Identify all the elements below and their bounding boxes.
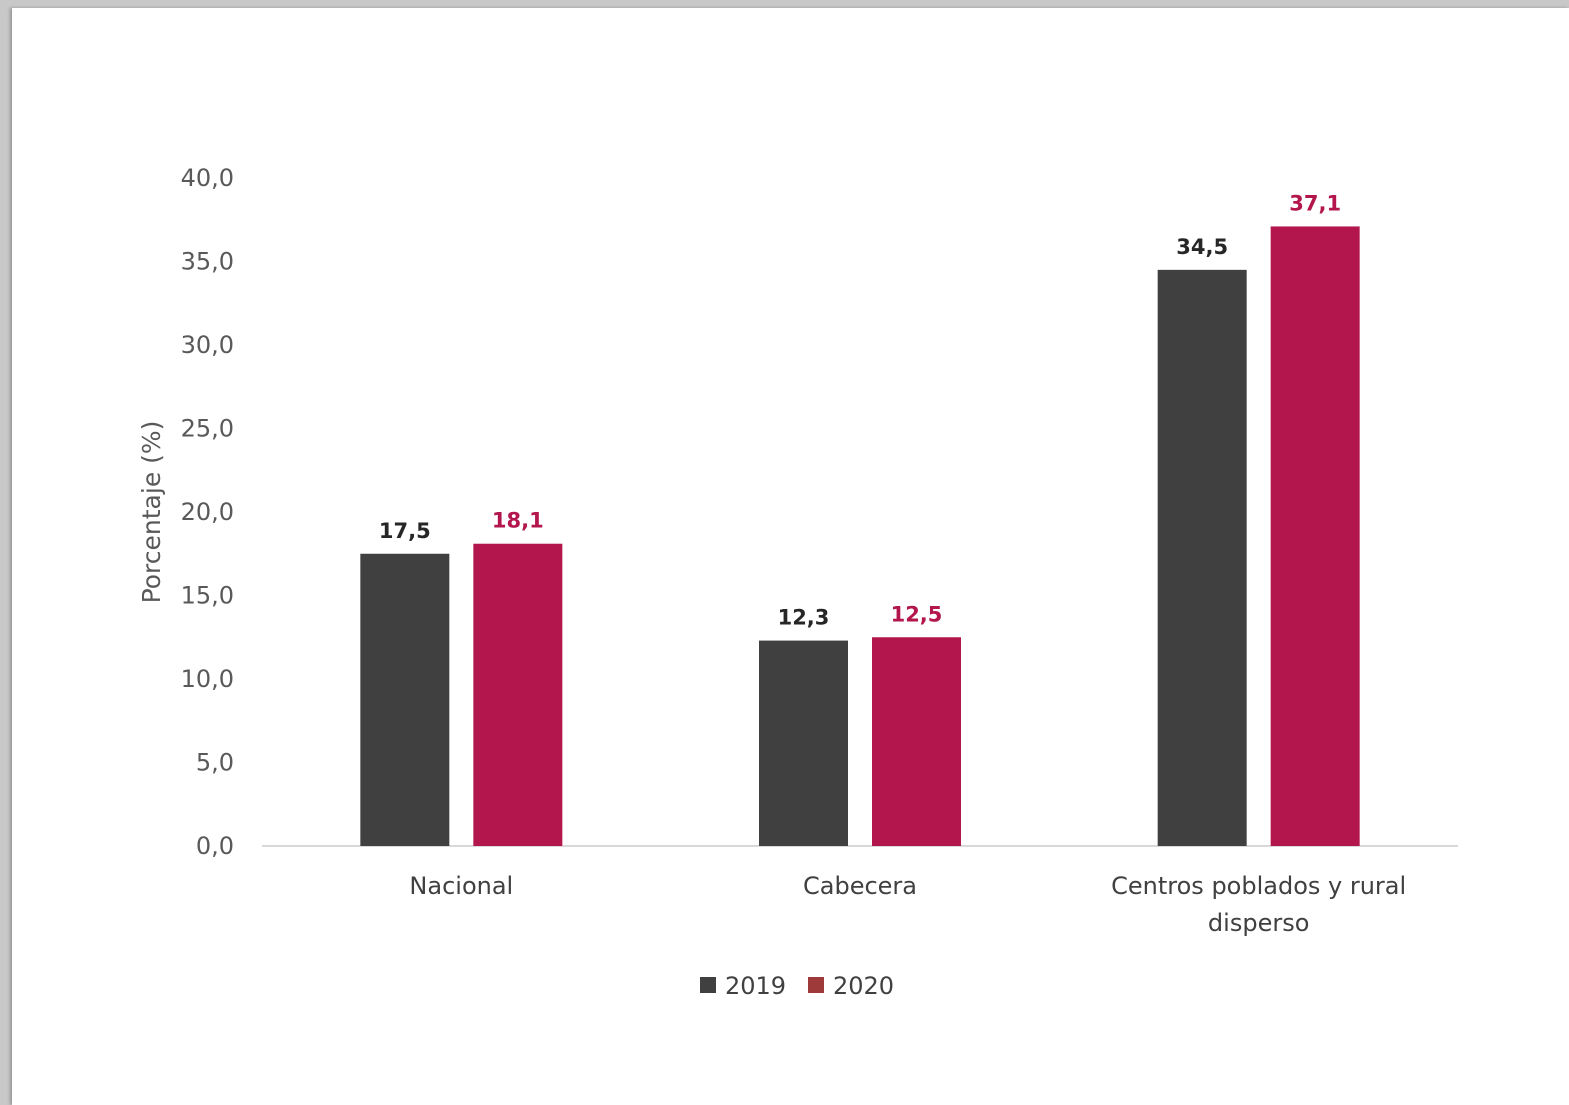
bar-2020-2: [1270, 226, 1360, 846]
y-tick-label: 30,0: [181, 331, 234, 359]
chart-frame: Porcentaje (%) 0,0 5,0 10,0 15,0 20,0 25,0 30,…: [12, 8, 1569, 1105]
data-label-2020-2: 37,1: [1289, 191, 1341, 215]
category-label-1-0: Cabecera: [803, 872, 917, 900]
y-axis-ticks: 0,0 5,0 10,0 15,0 20,0 25,0 30,0 35,0 40,0: [181, 164, 1458, 860]
y-tick-label: 10,0: [181, 665, 234, 693]
x-axis-categories: Nacional Cabecera Centros poblados y rural…: [409, 872, 1406, 937]
y-tick-label: 20,0: [181, 498, 234, 526]
bars: [360, 226, 1360, 847]
y-tick-label: 0,0: [196, 832, 234, 860]
legend-swatch-2020: [808, 977, 824, 993]
bar-2019-1: [759, 640, 848, 846]
data-label-2020-1: 12,5: [891, 602, 943, 626]
bar-2020-1: [872, 637, 961, 846]
data-label-2019-2: 34,5: [1176, 235, 1228, 259]
legend: 2019 2020: [700, 972, 894, 1000]
y-axis-label-group: Porcentaje (%): [137, 421, 166, 604]
legend-label-2019: 2019: [725, 972, 786, 1000]
category-label-2-1: disperso: [1208, 909, 1309, 937]
y-tick-label: 25,0: [181, 415, 234, 443]
bar-chart: Porcentaje (%) 0,0 5,0 10,0 15,0 20,0 25,0 30,…: [137, 164, 1458, 1000]
bar-2019-0: [360, 553, 450, 846]
legend-label-2020: 2020: [833, 972, 894, 1000]
bar-2020-0: [473, 543, 563, 846]
y-tick-label: 5,0: [196, 749, 234, 777]
legend-swatch-2019: [700, 977, 716, 993]
data-label-2020-0: 18,1: [492, 509, 544, 533]
data-label-2019-0: 17,5: [379, 519, 431, 543]
data-labels: 17,5 18,1 12,3 12,5 34,5 37,1: [379, 191, 1341, 629]
category-label-0-0: Nacional: [409, 872, 513, 900]
y-tick-label: 40,0: [181, 164, 234, 192]
bar-2019-2: [1157, 269, 1247, 847]
category-label-2-0: Centros poblados y rural: [1111, 872, 1406, 900]
y-tick-label: 15,0: [181, 582, 234, 610]
y-axis-label: Porcentaje (%): [137, 421, 166, 604]
data-label-2019-1: 12,3: [778, 606, 830, 630]
y-tick-label: 35,0: [181, 248, 234, 276]
